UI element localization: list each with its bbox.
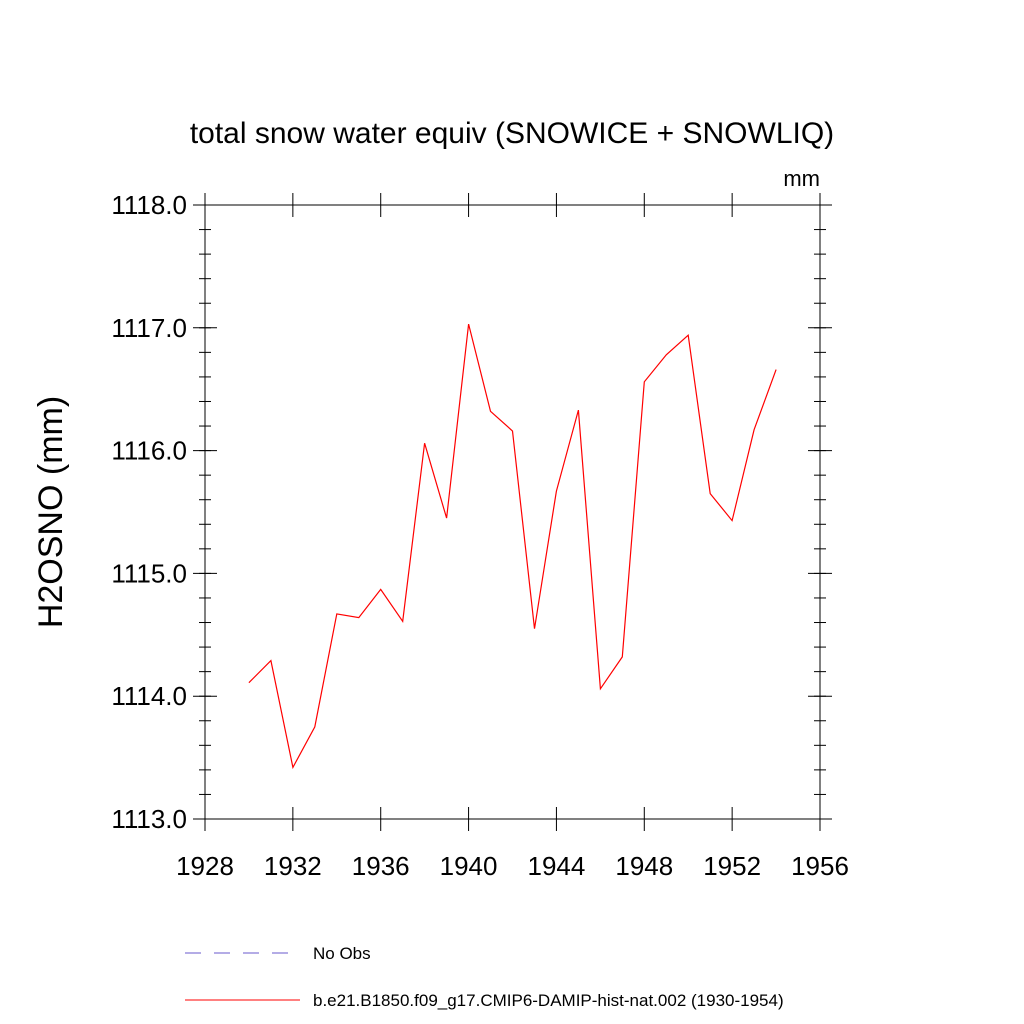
series-line [248,323,777,770]
x-tick-label: 1936 [352,851,410,881]
x-tick-label: 1952 [703,851,761,881]
x-tick-label: 1948 [615,851,673,881]
legend: No Obs b.e21.B1850.f09_g17.CMIP6-DAMIP-hi… [185,944,784,1010]
x-tick-label: 1932 [264,851,322,881]
chart-title: total snow water equiv (SNOWICE + SNOWLI… [190,117,834,150]
y-tick-label: 1118.0 [111,190,187,220]
x-tick-label: 1928 [176,851,234,881]
x-tick-label: 1940 [440,851,498,881]
y-tick-label: 1115.0 [111,558,187,588]
x-tick-label: 1956 [791,851,849,881]
plot-frame [204,204,821,820]
units-label: mm [783,166,820,191]
plot-lines [248,323,777,770]
y-tick-label: 1114.0 [111,681,187,711]
legend-label: No Obs [313,944,371,963]
x-tick-label: 1944 [528,851,586,881]
y-axis-label: H2OSNO (mm) [32,396,70,628]
y-tick-label: 1113.0 [111,804,187,834]
y-tick-label: 1116.0 [111,436,187,466]
axes: 1113.0 1114.0 1115.0 1116.0 1117.0 1118.0 1928… [111,190,849,881]
y-tick-label: 1117.0 [111,313,187,343]
legend-label: b.e21.B1850.f09_g17.CMIP6-DAMIP-hist-nat… [313,991,784,1010]
